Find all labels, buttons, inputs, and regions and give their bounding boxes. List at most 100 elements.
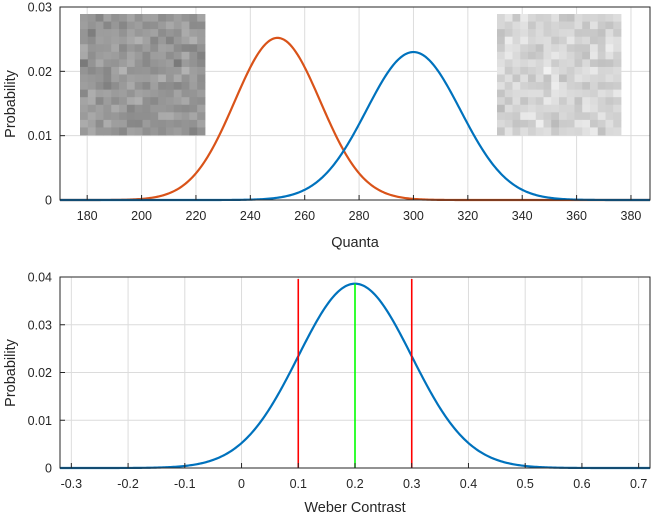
noise-pixel: [165, 104, 175, 113]
noise-pixel: [535, 74, 544, 83]
noise-pixel: [566, 74, 575, 83]
x-tick-label: 300: [403, 209, 424, 223]
noise-pixel: [189, 97, 198, 106]
noise-pixel: [111, 66, 120, 75]
noise-pixel: [535, 104, 544, 113]
noise-pixel: [150, 74, 159, 83]
noise-pixel: [158, 82, 167, 91]
noise-pixel: [613, 59, 622, 68]
noise-pixel: [142, 119, 151, 128]
noise-pixel: [497, 44, 506, 53]
noise-pixel: [497, 82, 506, 91]
noise-pixel: [181, 66, 190, 75]
noise-pixel: [497, 104, 506, 113]
noise-pixel: [126, 59, 136, 68]
noise-pixel: [158, 44, 167, 53]
noise-pixel: [543, 29, 552, 38]
noise-pixel: [111, 29, 120, 38]
noise-pixel: [197, 21, 206, 30]
quanta-x-ticks: 180 200 220 240 260 280 300 320 340 360 …: [77, 209, 642, 223]
noise-pixel: [535, 82, 544, 91]
noise-pixel: [87, 51, 97, 60]
noise-pixel: [497, 51, 506, 60]
noise-pixel: [142, 82, 151, 91]
noise-pixel: [520, 97, 529, 106]
noise-pixel: [543, 119, 552, 128]
noise-pixel: [512, 66, 521, 75]
noise-pixel: [189, 119, 198, 128]
noise-pixel: [497, 21, 506, 30]
noise-pixel: [103, 104, 112, 113]
noise-pixel: [605, 74, 614, 83]
noise-pixel: [80, 112, 89, 121]
noise-pixel: [528, 29, 537, 38]
noise-pixel: [559, 74, 568, 83]
noise-pixel: [80, 127, 89, 136]
x-tick-label: 200: [131, 209, 152, 223]
noise-pixel: [189, 51, 198, 60]
noise-pixel: [189, 89, 198, 98]
noise-pixel: [142, 44, 151, 53]
noise-pixel: [582, 74, 591, 83]
noise-pixel: [87, 119, 97, 128]
noise-pixel: [566, 29, 575, 38]
noise-pixel: [590, 29, 599, 38]
noise-pixel: [497, 29, 506, 38]
noise-pixel: [134, 112, 143, 121]
noise-pixel: [504, 74, 513, 83]
noise-pixel: [590, 21, 599, 30]
noise-pixel: [80, 29, 89, 38]
x-tick-label: 0.4: [460, 477, 477, 491]
noise-pixel: [597, 44, 606, 53]
noise-pixel: [103, 66, 112, 75]
noise-pixel: [574, 127, 583, 136]
noise-pixel: [80, 21, 89, 30]
noise-pixel: [597, 104, 606, 113]
noise-pixel: [87, 112, 97, 121]
noise-pixel: [158, 89, 167, 98]
noise-pixel: [497, 14, 506, 22]
y-axis-label: Probability: [3, 69, 19, 137]
noise-pixel: [497, 74, 506, 83]
noise-pixel: [80, 14, 89, 22]
noise-pixel: [165, 82, 175, 91]
noise-pixel: [181, 29, 190, 38]
noise-pixel: [512, 127, 521, 136]
noise-pixel: [119, 44, 128, 53]
noise-pixel: [111, 112, 120, 121]
noise-pixel: [566, 97, 575, 106]
noise-pixel: [566, 66, 575, 75]
x-axis-label: Quanta: [331, 235, 379, 251]
noise-pixel: [111, 97, 120, 106]
x-tick-label: 260: [294, 209, 315, 223]
noise-pixel: [142, 97, 151, 106]
noise-pixel: [87, 66, 97, 75]
noise-pixel: [590, 59, 599, 68]
noise-pixel: [590, 44, 599, 53]
noise-pixel: [582, 44, 591, 53]
noise-pixel: [134, 51, 143, 60]
noise-pixel: [134, 66, 143, 75]
noise-pixel: [535, 119, 544, 128]
y-tick-label: 0.02: [28, 366, 52, 380]
noise-pixel: [520, 44, 529, 53]
noise-pixel: [165, 112, 175, 121]
noise-pixel: [142, 112, 151, 121]
noise-pixel: [103, 29, 112, 38]
noise-pixel: [574, 104, 583, 113]
noise-pixel: [134, 104, 143, 113]
noise-pixel: [95, 97, 104, 106]
noise-pixel: [119, 66, 128, 75]
noise-pixel: [150, 44, 159, 53]
noise-pixel: [597, 119, 606, 128]
noise-pixel: [173, 51, 182, 60]
noise-pixel: [197, 112, 206, 121]
noise-pixel: [119, 36, 128, 45]
noise-pixel: [535, 21, 544, 30]
noise-pixel: [103, 36, 112, 45]
noise-pixel: [504, 119, 513, 128]
noise-pixel: [126, 89, 136, 98]
noise-pixel: [150, 51, 159, 60]
noise-pixel: [512, 104, 521, 113]
noise-pixel: [142, 74, 151, 83]
